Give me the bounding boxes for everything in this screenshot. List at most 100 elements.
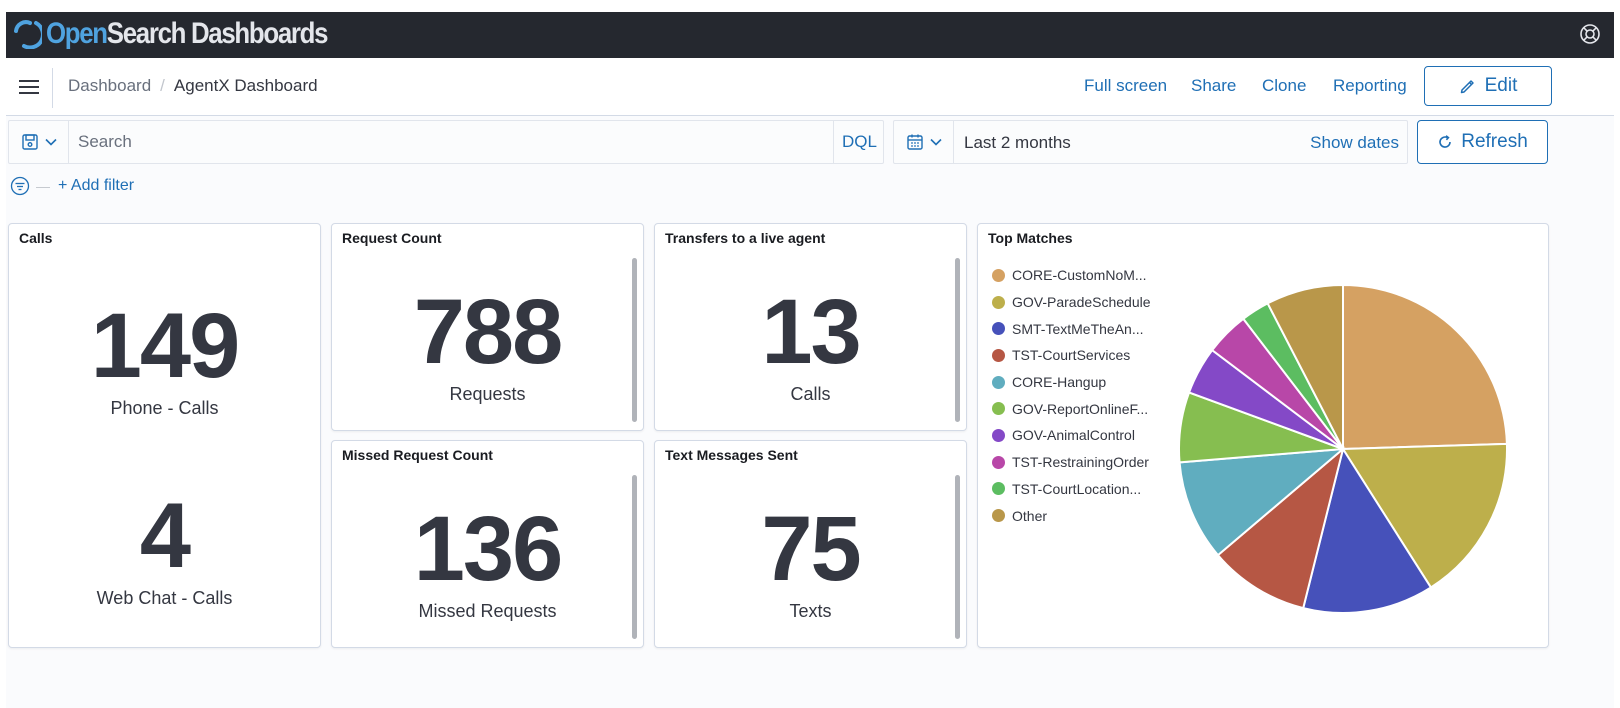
legend-item[interactable]: CORE-Hangup: [992, 369, 1151, 396]
top-matches-pie-chart: [1178, 283, 1508, 614]
reporting-link[interactable]: Reporting: [1333, 76, 1407, 95]
edit-button[interactable]: Edit: [1424, 66, 1552, 106]
legend-color-dot: [992, 402, 1005, 416]
time-picker: Last 2 months Show dates: [893, 120, 1408, 164]
refresh-icon: [1439, 135, 1452, 148]
query-language-button[interactable]: DQL: [833, 121, 885, 163]
legend-color-dot: [992, 509, 1005, 523]
panel-scrollbar[interactable]: [955, 258, 960, 422]
date-range-label[interactable]: Last 2 months: [964, 133, 1071, 152]
query-bar: DQL: [8, 120, 884, 164]
legend-label: TST-CourtServices: [1012, 347, 1131, 364]
pie-slice[interactable]: [1342, 283, 1508, 451]
missed-request-count-label: Missed Requests: [418, 601, 557, 621]
breadcrumb-separator: /: [160, 76, 165, 95]
legend-label: GOV-AnimalControl: [1012, 427, 1135, 444]
legend-label: CORE-Hangup: [1012, 374, 1107, 391]
menu-toggle-button[interactable]: [12, 70, 46, 104]
panel-title: Top Matches: [988, 230, 1073, 246]
missed-request-count-value: 136: [413, 498, 564, 600]
web-chat-calls-value: 4: [139, 485, 191, 587]
pie-slice[interactable]: [1216, 446, 1345, 610]
web-chat-calls-label: Web Chat - Calls: [96, 588, 233, 608]
legend-color-dot: [992, 482, 1005, 496]
top-matches-panel: Top Matches CORE-CustomNoM... GOV-ParadeS…: [977, 223, 1549, 648]
breadcrumb-current-page: AgentX Dashboard: [173, 76, 318, 95]
hamburger-menu-icon: [19, 80, 39, 94]
text-messages-label: Texts: [789, 601, 832, 621]
legend-label: Other: [1012, 507, 1048, 524]
full-screen-link[interactable]: Full screen: [1084, 76, 1168, 95]
legend-label: GOV-ParadeSchedule: [1012, 294, 1151, 311]
request-count-label: Requests: [449, 384, 526, 404]
phone-calls-label: Phone - Calls: [110, 398, 219, 418]
refresh-button[interactable]: Refresh: [1417, 120, 1548, 164]
calls-panel: Calls 149 Phone - Calls 4 Web Chat - Cal…: [8, 223, 321, 648]
clone-link[interactable]: Clone: [1262, 76, 1307, 95]
panel-scrollbar[interactable]: [955, 475, 960, 639]
opensearch-logo-wordmark: OpenSearch Dashboards: [46, 17, 329, 51]
breadcrumb-dashboard-link[interactable]: Dashboard: [68, 76, 152, 95]
panel-scrollbar[interactable]: [632, 475, 637, 639]
save-icon: [21, 134, 38, 150]
legend-item[interactable]: TST-CourtLocation...: [992, 476, 1151, 503]
text-messages-panel: Text Messages Sent 75 Texts: [654, 440, 967, 648]
pie-slice[interactable]: [1341, 442, 1508, 589]
add-filter-button[interactable]: + Add filter: [58, 177, 135, 194]
request-count-value: 788: [413, 281, 564, 383]
search-input[interactable]: [70, 121, 832, 163]
legend-item[interactable]: Other: [992, 502, 1151, 529]
legend-item[interactable]: TST-CourtServices: [992, 342, 1151, 369]
logo-rest-text: Search Dashboards: [106, 17, 329, 50]
legend-color-dot: [992, 295, 1005, 309]
edit-button-label: Edit: [1484, 75, 1518, 96]
transfers-value: 13: [761, 281, 861, 383]
legend-color-dot: [992, 428, 1005, 442]
legend-color-dot: [992, 348, 1005, 362]
share-link[interactable]: Share: [1191, 76, 1237, 95]
legend-label: SMT-TextMeTheAn...: [1012, 320, 1144, 337]
panel-scrollbar[interactable]: [632, 258, 637, 422]
legend-label: TST-RestrainingOrder: [1012, 454, 1149, 471]
quick-date-menu-button[interactable]: [894, 121, 954, 163]
logo-open-text: Open: [46, 17, 108, 50]
panel-title: Missed Request Count: [342, 447, 493, 463]
chevron-down-icon: [44, 138, 57, 146]
panel-title: Calls: [19, 230, 53, 246]
saved-queries-button[interactable]: [9, 121, 69, 163]
legend-color-dot: [992, 375, 1005, 389]
legend-item[interactable]: SMT-TextMeTheAn...: [992, 315, 1151, 342]
legend-color-dot: [992, 268, 1005, 282]
text-messages-value: 75: [761, 498, 861, 600]
legend-item[interactable]: GOV-AnimalControl: [992, 422, 1151, 449]
dashboard-header: Dashboard / AgentX Dashboard Full screen…: [6, 58, 1614, 116]
legend-item[interactable]: TST-RestrainingOrder: [992, 449, 1151, 476]
legend-item[interactable]: GOV-ReportOnlineF...: [992, 395, 1151, 422]
help-icon[interactable]: [1578, 22, 1602, 46]
panel-title: Request Count: [342, 230, 442, 246]
refresh-button-label: Refresh: [1461, 131, 1528, 152]
show-dates-link[interactable]: Show dates: [1310, 133, 1399, 152]
opensearch-logo[interactable]: OpenSearch Dashboards: [12, 14, 373, 54]
panel-title: Text Messages Sent: [665, 447, 798, 463]
filter-separator: —: [36, 178, 50, 194]
breadcrumb: Dashboard / AgentX Dashboard: [68, 76, 318, 96]
transfers-label: Calls: [790, 384, 831, 404]
filter-icon[interactable]: [10, 176, 30, 196]
pie-legend: CORE-CustomNoM... GOV-ParadeSchedule SMT-T…: [992, 262, 1151, 529]
pencil-icon: [1460, 80, 1474, 94]
legend-item[interactable]: GOV-ParadeSchedule: [992, 289, 1151, 316]
phone-calls-value: 149: [90, 295, 241, 397]
top-nav-bar: OpenSearch Dashboards: [6, 12, 1614, 58]
pie-slice[interactable]: [1266, 283, 1344, 450]
calendar-icon: [906, 134, 923, 150]
legend-label: CORE-CustomNoM...: [1012, 267, 1147, 284]
request-count-panel: Request Count 788 Requests: [331, 223, 644, 431]
pie-slice[interactable]: [1301, 446, 1433, 614]
legend-item[interactable]: CORE-CustomNoM...: [992, 262, 1151, 289]
chevron-down-icon: [929, 138, 942, 146]
filter-bar: — + Add filter: [10, 174, 134, 198]
missed-request-count-panel: Missed Request Count 136 Missed Requests: [331, 440, 644, 648]
legend-label: TST-CourtLocation...: [1012, 480, 1142, 497]
pie-slice[interactable]: [1178, 447, 1347, 557]
